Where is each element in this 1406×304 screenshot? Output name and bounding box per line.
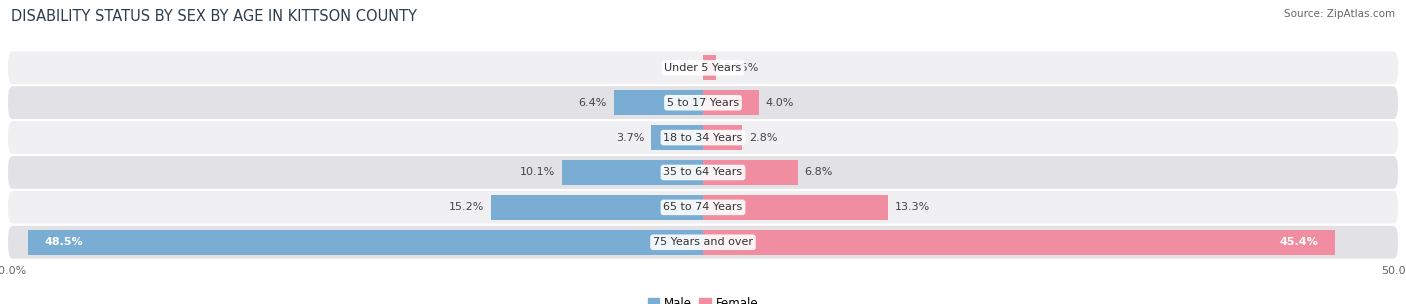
FancyBboxPatch shape [7, 155, 1399, 190]
FancyBboxPatch shape [7, 225, 1399, 260]
Text: 2.8%: 2.8% [749, 133, 778, 143]
Text: 75 Years and over: 75 Years and over [652, 237, 754, 247]
Text: 15.2%: 15.2% [449, 202, 485, 212]
Text: 10.1%: 10.1% [520, 168, 555, 178]
Text: 3.7%: 3.7% [616, 133, 644, 143]
Text: 45.4%: 45.4% [1279, 237, 1319, 247]
Text: 6.8%: 6.8% [804, 168, 832, 178]
Bar [492, 195, 703, 220]
Text: 0.0%: 0.0% [668, 63, 696, 73]
Text: 6.4%: 6.4% [579, 98, 607, 108]
Legend: Male, Female: Male, Female [643, 293, 763, 304]
Bar [651, 125, 703, 150]
Text: 13.3%: 13.3% [896, 202, 931, 212]
Text: Under 5 Years: Under 5 Years [665, 63, 741, 73]
Bar [703, 230, 1334, 255]
Bar [703, 195, 889, 220]
Bar [562, 160, 703, 185]
Bar [703, 125, 742, 150]
Text: 4.0%: 4.0% [766, 98, 794, 108]
FancyBboxPatch shape [7, 50, 1399, 85]
Text: Source: ZipAtlas.com: Source: ZipAtlas.com [1284, 9, 1395, 19]
Text: 65 to 74 Years: 65 to 74 Years [664, 202, 742, 212]
FancyBboxPatch shape [7, 190, 1399, 225]
FancyBboxPatch shape [7, 120, 1399, 155]
Text: 35 to 64 Years: 35 to 64 Years [664, 168, 742, 178]
Text: 18 to 34 Years: 18 to 34 Years [664, 133, 742, 143]
Text: 5 to 17 Years: 5 to 17 Years [666, 98, 740, 108]
Text: 48.5%: 48.5% [45, 237, 83, 247]
Bar [703, 55, 716, 80]
FancyBboxPatch shape [7, 85, 1399, 120]
Bar [28, 230, 703, 255]
Bar [703, 90, 759, 115]
Text: DISABILITY STATUS BY SEX BY AGE IN KITTSON COUNTY: DISABILITY STATUS BY SEX BY AGE IN KITTS… [11, 9, 418, 24]
Bar [614, 90, 703, 115]
Bar [703, 160, 797, 185]
Text: 0.95%: 0.95% [723, 63, 759, 73]
